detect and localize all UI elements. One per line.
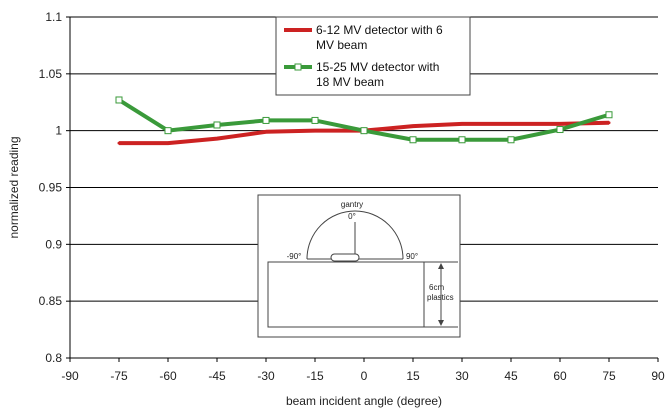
depth-arrow-down [438, 320, 444, 326]
inset-angle-top: 0° [348, 212, 356, 221]
y-tick-label: 1.1 [45, 10, 62, 24]
series-2-point [458, 136, 466, 144]
inset-gantry-label: gantry [341, 200, 363, 209]
x-tick-label: -90 [61, 369, 79, 383]
x-tick-label: 30 [455, 369, 469, 383]
depth-arrow-up [438, 263, 444, 269]
detector-shape [330, 253, 360, 262]
series-2-point [262, 116, 270, 124]
y-tick-label: 0.95 [39, 181, 63, 195]
x-tick-label: 0 [361, 369, 368, 383]
series-2-point [605, 111, 613, 119]
y-tick-labels: 0.8 0.85 0.9 0.95 1 1.05 1.1 [39, 10, 63, 365]
series-2-point [556, 126, 564, 134]
series-1-point [117, 141, 121, 145]
x-tick-label: -30 [257, 369, 275, 383]
series-2-point [409, 136, 417, 144]
legend-entry-series-2-line-1: 15-25 MV detector with [316, 60, 439, 74]
inset-diagram: gantry 0° -90° 90° 6cm plastics [257, 194, 461, 338]
phantom-block [267, 261, 425, 328]
x-tick-label: 60 [553, 369, 567, 383]
legend-entry-series-1-line-1: 6-12 MV detector with 6 [316, 23, 443, 37]
legend-marker-series-2 [294, 63, 302, 71]
series-2-point [115, 96, 123, 104]
x-tick-label: -15 [306, 369, 324, 383]
legend-entry-series-1-line-2: MV beam [316, 38, 367, 52]
series-2-point [360, 127, 368, 135]
y-tick-label: 0.9 [45, 237, 62, 251]
x-tick-label: 45 [504, 369, 518, 383]
y-tick-label: 0.8 [45, 351, 62, 365]
series-2-point [213, 121, 221, 129]
legend-entry-series-2-line-2: 18 MV beam [316, 75, 384, 89]
series-1-point [558, 122, 562, 126]
x-tick-label: 15 [406, 369, 420, 383]
series-2-point [507, 136, 515, 144]
y-tick-label: 0.85 [39, 294, 63, 308]
x-tick-label: 75 [602, 369, 616, 383]
y-tick-label: 1 [55, 124, 62, 138]
series-1-point [411, 124, 415, 128]
x-tick-label: 90 [651, 369, 665, 383]
inset-angle-left: -90° [287, 252, 302, 261]
series-1-point [166, 141, 170, 145]
series-1-point [313, 129, 317, 133]
inset-angle-right: 90° [406, 252, 418, 261]
series-1-point [460, 122, 464, 126]
inset-depth-label: 6cm [429, 283, 444, 292]
inset-depth-material: plastics [427, 293, 454, 302]
series-1-point [509, 122, 513, 126]
y-axis-label: normalized reading [7, 136, 21, 238]
axes [69, 17, 659, 362]
y-tick-label: 1.05 [39, 67, 63, 81]
gantry-arc [306, 210, 404, 260]
x-tick-label: -45 [208, 369, 226, 383]
series-2-point [164, 127, 172, 135]
series-1-point [607, 121, 611, 125]
series-2-point [311, 116, 319, 124]
x-tick-label: -60 [159, 369, 177, 383]
x-axis-label: beam incident angle (degree) [286, 394, 442, 408]
x-tick-label: -75 [110, 369, 128, 383]
series-layer [115, 96, 613, 146]
legend: 6-12 MV detector with 6 MV beam 15-25 MV… [275, 16, 471, 96]
x-tick-labels: -90 -75 -60 -45 -30 -15 0 15 30 45 60 75 90 [61, 369, 665, 383]
series-1-point [264, 130, 268, 134]
series-1-point [215, 137, 219, 141]
